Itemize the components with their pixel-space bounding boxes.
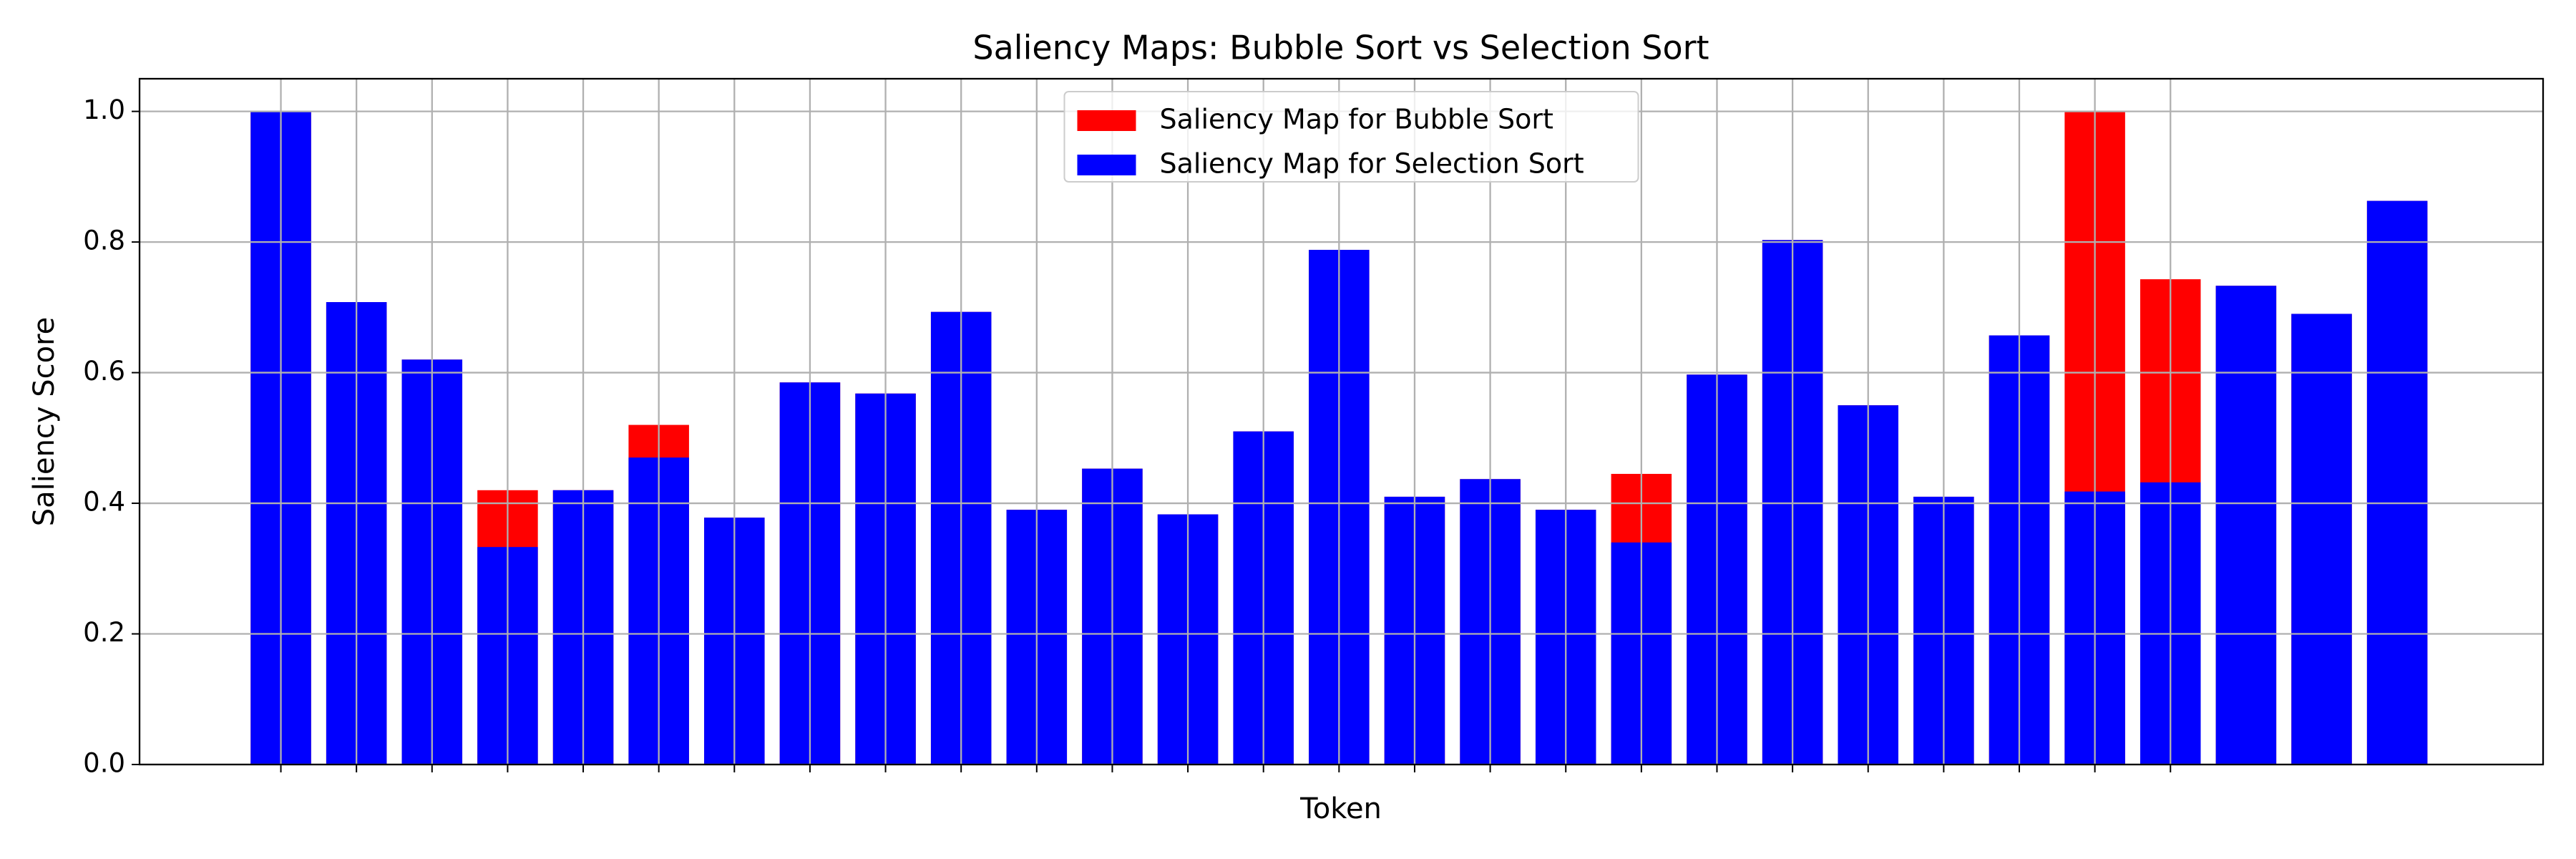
legend-swatch xyxy=(1077,155,1136,175)
legend-label: Saliency Map for Bubble Sort xyxy=(1160,104,1553,135)
y-tick-label: 1.0 xyxy=(83,94,125,125)
y-tick-label: 0.2 xyxy=(83,617,125,648)
x-axis-label: Token xyxy=(1299,792,1382,825)
legend-box xyxy=(1063,91,1639,183)
plot-frame xyxy=(138,77,2545,766)
chart-title: Saliency Maps: Bubble Sort vs Selection … xyxy=(972,29,1709,67)
y-axis-label: Saliency Score xyxy=(28,317,61,527)
bar xyxy=(2215,286,2277,765)
y-tick-label: 0.0 xyxy=(83,748,125,779)
legend-swatch xyxy=(1077,110,1136,131)
y-tick-label: 0.8 xyxy=(83,225,125,256)
legend-label: Saliency Map for Selection Sort xyxy=(1160,148,1584,180)
bar xyxy=(2291,314,2352,765)
bar xyxy=(2366,200,2428,765)
y-tick-label: 0.6 xyxy=(83,356,125,387)
y-tick-label: 0.4 xyxy=(83,487,125,518)
